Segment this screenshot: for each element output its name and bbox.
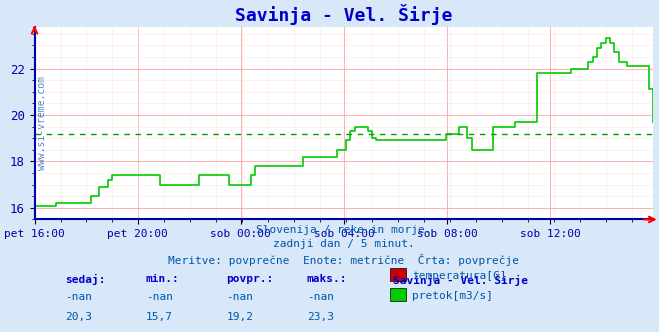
Text: min.:: min.: <box>146 274 180 284</box>
Text: 19,2: 19,2 <box>227 311 254 322</box>
FancyBboxPatch shape <box>390 268 406 281</box>
Text: sedaj:: sedaj: <box>65 274 106 285</box>
FancyBboxPatch shape <box>390 288 406 301</box>
Text: 15,7: 15,7 <box>146 311 173 322</box>
Text: temperatura[C]: temperatura[C] <box>412 271 507 281</box>
Text: Savinja - Vel. Širje: Savinja - Vel. Širje <box>393 274 529 286</box>
Text: maks.:: maks.: <box>307 274 347 284</box>
Text: pretok[m3/s]: pretok[m3/s] <box>412 291 493 301</box>
Text: povpr.:: povpr.: <box>227 274 273 284</box>
Text: www.si-vreme.com: www.si-vreme.com <box>37 76 47 170</box>
Text: -nan: -nan <box>146 292 173 302</box>
Text: 20,3: 20,3 <box>65 311 92 322</box>
Text: -nan: -nan <box>65 292 92 302</box>
Text: -nan: -nan <box>307 292 334 302</box>
Text: Slovenija / reke in morje.
zadnji dan / 5 minut.
Meritve: povprečne  Enote: metr: Slovenija / reke in morje. zadnji dan / … <box>169 225 519 266</box>
Text: 23,3: 23,3 <box>307 311 334 322</box>
Text: -nan: -nan <box>227 292 254 302</box>
Title: Savinja - Vel. Širje: Savinja - Vel. Širje <box>235 4 453 25</box>
